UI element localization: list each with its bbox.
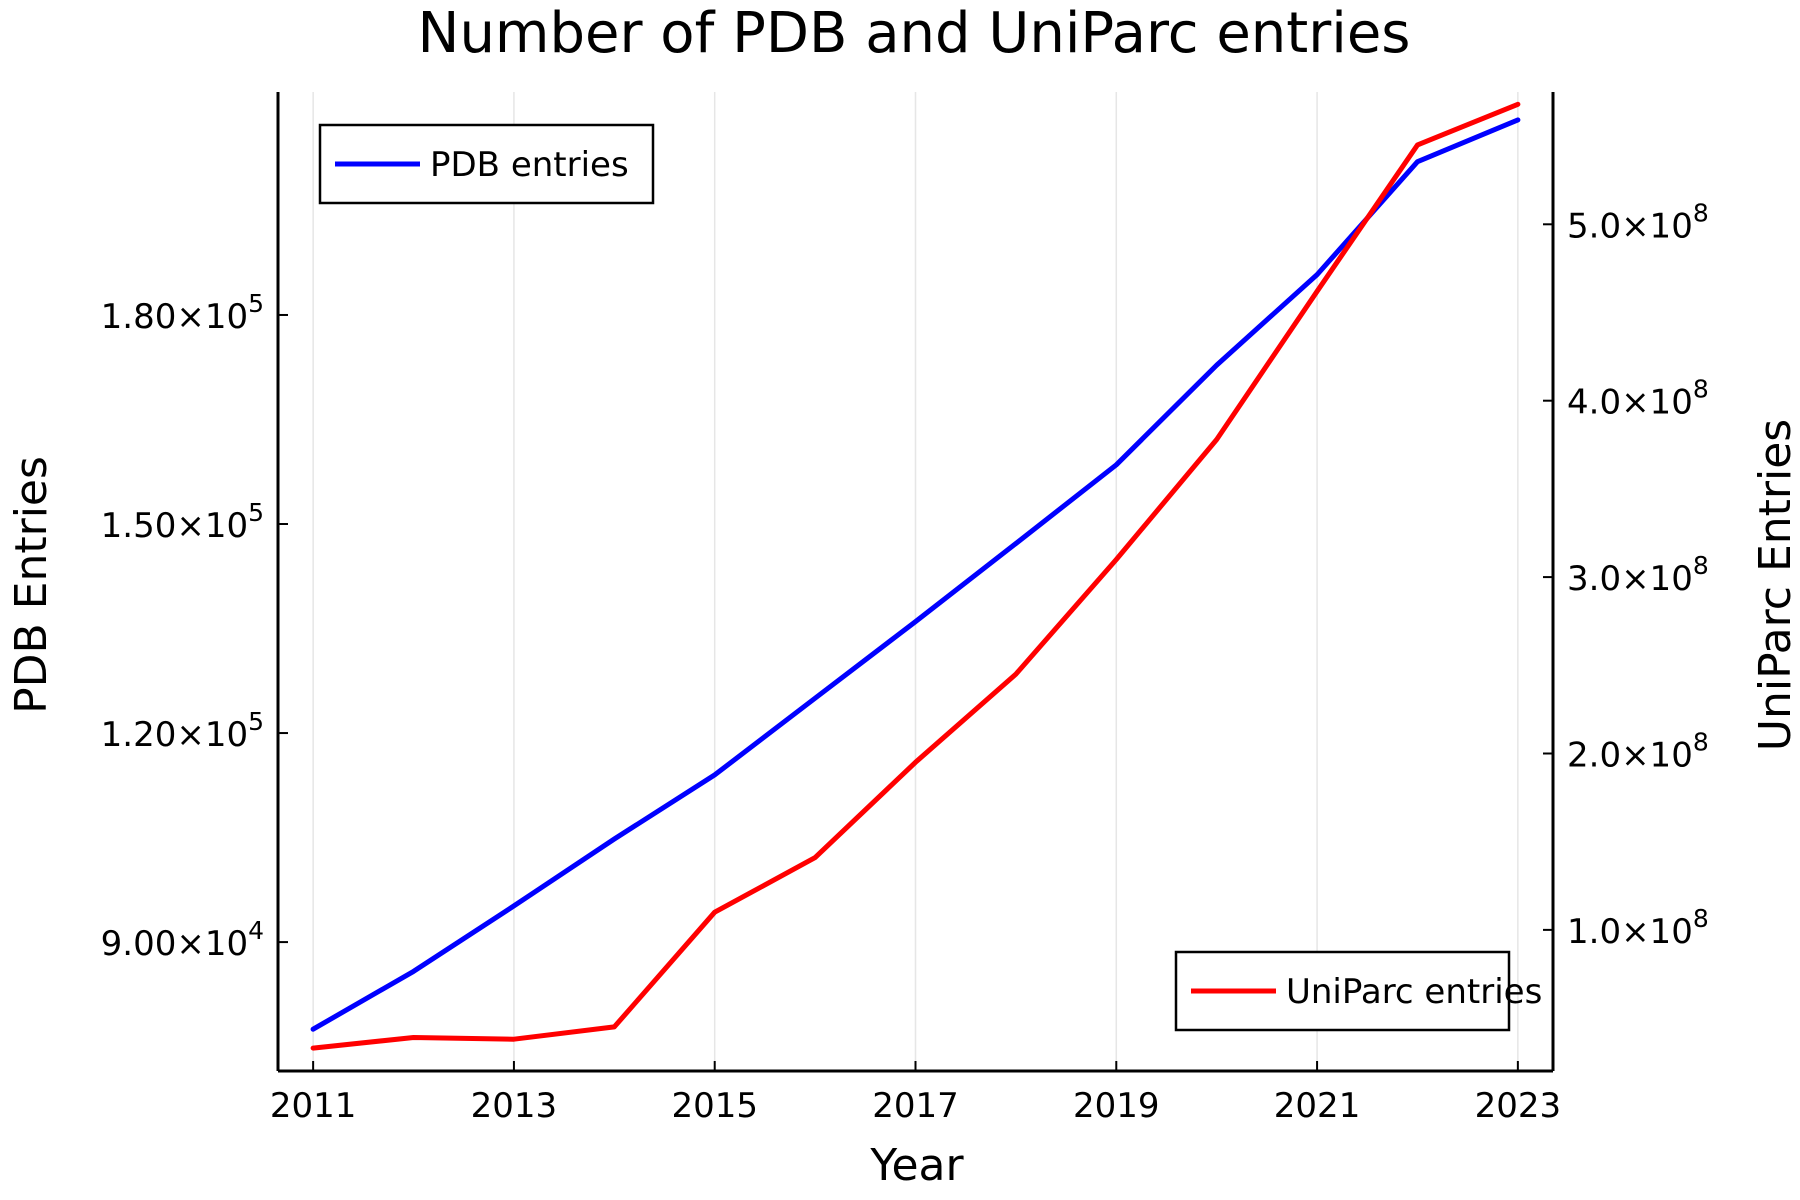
x-tick-label: 2021 xyxy=(1274,1086,1361,1126)
y-right-tick-label: 1.0×108 xyxy=(1567,904,1709,952)
series-line-pdb xyxy=(310,117,1521,1032)
y-right-tick-label: 3.0×108 xyxy=(1567,551,1709,599)
series-line-uniparc xyxy=(310,101,1521,1051)
series-layer xyxy=(310,101,1521,1051)
y-left-tick-label: 9.00×104 xyxy=(101,916,264,964)
y-left-tick-label: 1.50×105 xyxy=(101,498,264,546)
y-right-tick-label: 4.0×108 xyxy=(1567,375,1709,423)
y-right-tick-label: 5.0×108 xyxy=(1567,198,1709,246)
y-axis-right-label: UniParc Entries xyxy=(1750,419,1800,751)
x-tick-label: 2015 xyxy=(671,1086,758,1126)
x-tick-label: 2023 xyxy=(1475,1086,1562,1126)
grid-layer xyxy=(312,92,1519,1071)
y-left-tick-label: 1.20×105 xyxy=(101,707,264,755)
label-layer: Number of PDB and UniParc entries Year P… xyxy=(6,1,1800,1191)
legend-label: UniParc entries xyxy=(1286,972,1542,1012)
y-right-tick-label: 2.0×108 xyxy=(1567,727,1709,775)
legend-layer: PDB entries UniParc entries xyxy=(318,123,1542,1032)
x-tick-label: 2017 xyxy=(872,1086,959,1126)
y-axis-left-label: PDB Entries xyxy=(6,456,57,714)
chart-title: Number of PDB and UniParc entries xyxy=(418,1,1411,66)
x-tick-label: 2011 xyxy=(270,1086,357,1126)
y-left-tick-label: 1.80×105 xyxy=(101,289,264,337)
legend-uniparc: UniParc entries xyxy=(1174,950,1542,1032)
x-tick-label: 2013 xyxy=(471,1086,558,1126)
x-tick-label: 2019 xyxy=(1073,1086,1160,1126)
legend-label: PDB entries xyxy=(430,145,629,185)
x-axis-label: Year xyxy=(869,1140,964,1191)
legend-pdb: PDB entries xyxy=(318,123,655,205)
axes-layer: 2011 2013 2015 2017 2019 2021 2023 9.00×104 1.20… xyxy=(101,92,1709,1126)
